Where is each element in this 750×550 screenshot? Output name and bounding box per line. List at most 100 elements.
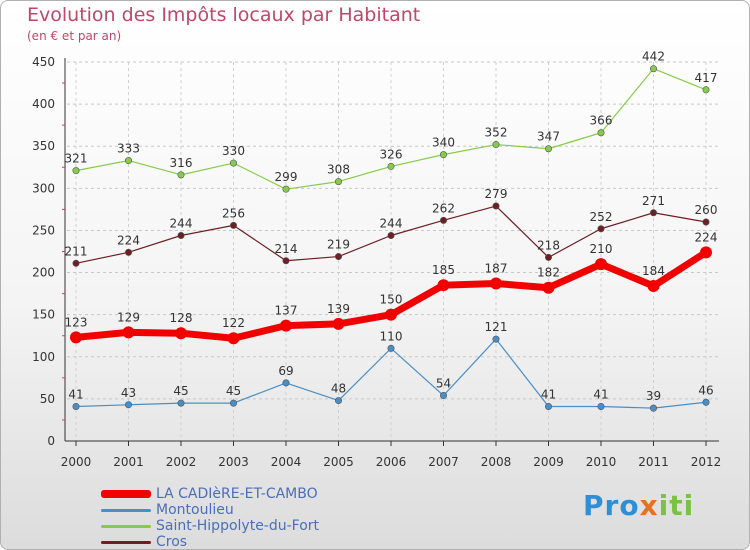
x-tick-label: 2011: [638, 455, 669, 469]
legend-label-montoulieu: Montoulieu: [156, 502, 234, 518]
x-tick-label: 2012: [691, 455, 722, 469]
data-label: 347: [537, 130, 560, 144]
data-label: 333: [117, 142, 140, 156]
chart-subtitle: (en € et par an): [27, 29, 122, 43]
x-tick-label: 2002: [166, 455, 197, 469]
legend-swatch-saint-hippolyte: [101, 525, 151, 528]
y-tick-label: 50: [40, 392, 55, 406]
data-label: 244: [170, 216, 193, 230]
data-point: [490, 277, 502, 290]
data-label: 260: [695, 203, 718, 217]
data-point: [702, 86, 710, 94]
data-point: [332, 317, 345, 330]
data-point: [439, 151, 447, 159]
x-tick-label: 2010: [586, 455, 617, 469]
data-label: 224: [117, 233, 140, 247]
data-point: [334, 397, 342, 405]
y-tick-label: 350: [32, 139, 55, 153]
data-point: [597, 402, 605, 410]
legend-swatch-cros: [101, 541, 151, 544]
data-point: [334, 253, 342, 261]
data-label: 150: [380, 293, 403, 307]
data-point: [597, 129, 605, 137]
y-tick-label: 300: [32, 181, 55, 195]
y-tick-label: 0: [47, 434, 55, 448]
x-tick-label: 2000: [61, 455, 92, 469]
data-label: 308: [327, 163, 350, 177]
legend-swatch-la-cadiere: [101, 490, 151, 498]
data-label: 442: [642, 50, 665, 64]
legend-label-saint-hippolyte: Saint-Hippolyte-du-Fort: [156, 518, 320, 534]
data-point: [70, 331, 82, 344]
legend-label-cros: Cros: [156, 534, 188, 550]
data-label: 123: [65, 315, 88, 329]
data-point: [282, 257, 290, 265]
data-label: 128: [170, 311, 193, 325]
legend-item-la-cadiere: LA CADIèRE-ET-CAMBO: [101, 486, 421, 502]
data-point: [647, 280, 660, 293]
data-point: [177, 231, 185, 239]
data-point: [122, 326, 135, 339]
data-label: 129: [117, 310, 140, 324]
data-label: 69: [278, 364, 293, 378]
y-tick-label: 400: [32, 97, 55, 111]
y-tick-label: 100: [32, 350, 55, 364]
data-point: [702, 218, 710, 226]
data-point: [177, 399, 185, 407]
data-label: 214: [275, 242, 298, 256]
data-point: [387, 162, 395, 170]
data-label: 54: [436, 377, 451, 391]
x-tick-label: 2008: [481, 455, 512, 469]
data-point: [439, 392, 447, 400]
data-point: [125, 248, 133, 256]
data-point: [72, 259, 80, 267]
data-point: [544, 145, 552, 153]
data-label: 271: [642, 194, 665, 208]
legend-label-la-cadiere: LA CADIèRE-ET-CAMBO: [156, 486, 318, 502]
data-point: [700, 246, 712, 259]
data-point: [492, 141, 500, 149]
data-label: 182: [537, 266, 560, 280]
data-point: [649, 404, 657, 412]
y-tick-label: 450: [32, 55, 55, 69]
data-label: 211: [65, 244, 88, 258]
data-label: 137: [275, 304, 298, 318]
logo-text-iti: iti: [658, 489, 695, 522]
data-label: 330: [222, 144, 245, 158]
data-label: 46: [698, 383, 713, 397]
data-point: [177, 171, 185, 179]
data-point: [492, 335, 500, 343]
data-point: [282, 185, 290, 193]
data-label: 224: [695, 230, 718, 244]
y-tick-label: 200: [32, 266, 55, 280]
data-point: [334, 178, 342, 186]
data-point: [649, 65, 657, 73]
proxiti-logo: Proxiti: [583, 489, 694, 522]
legend: LA CADIèRE-ET-CAMBO Montoulieu Saint-Hip…: [101, 486, 421, 550]
data-label: 262: [432, 201, 455, 215]
data-label: 121: [485, 320, 508, 334]
data-label: 187: [485, 262, 508, 276]
data-label: 41: [593, 387, 608, 401]
legend-item-saint-hippolyte: Saint-Hippolyte-du-Fort: [101, 518, 421, 534]
data-point: [595, 258, 607, 271]
data-label: 184: [642, 264, 665, 278]
data-point: [542, 281, 555, 294]
data-point: [437, 279, 450, 292]
data-label: 321: [65, 152, 88, 166]
data-label: 366: [590, 114, 613, 128]
data-label: 340: [432, 136, 455, 150]
x-tick-label: 2005: [323, 455, 354, 469]
x-tick-label: 2006: [376, 455, 407, 469]
data-point: [230, 221, 238, 229]
data-label: 417: [695, 71, 718, 85]
data-point: [492, 202, 500, 210]
data-label: 299: [275, 170, 298, 184]
data-point: [439, 216, 447, 224]
data-point: [125, 157, 133, 165]
data-point: [280, 319, 292, 332]
data-point: [597, 225, 605, 233]
data-label: 210: [590, 242, 613, 256]
data-label: 48: [331, 382, 346, 396]
